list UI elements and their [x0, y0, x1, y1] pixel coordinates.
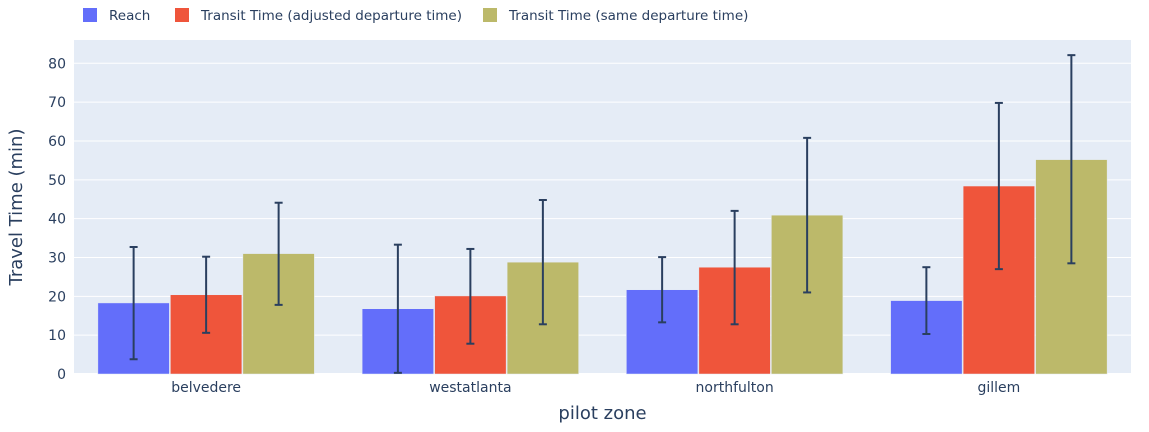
y-tick-label: 30 — [48, 250, 66, 266]
x-tick-label: westatlanta — [429, 380, 511, 396]
y-tick-label: 80 — [48, 56, 66, 72]
legend-label: Transit Time (adjusted departure time) — [200, 8, 462, 24]
legend-label: Transit Time (same departure time) — [508, 8, 748, 24]
legend-swatch — [175, 8, 189, 22]
legend-swatch — [483, 8, 497, 22]
x-tick-label: gillem — [977, 380, 1020, 396]
y-axis-ticks: 0 10 20 30 40 50 60 70 80 — [48, 56, 66, 383]
y-tick-label: 60 — [48, 134, 66, 150]
legend: Reach Transit Time (adjusted departure ti… — [83, 8, 748, 24]
x-tick-label: northfulton — [696, 380, 774, 396]
y-tick-label: 40 — [48, 212, 66, 228]
x-axis-title: pilot zone — [558, 403, 646, 424]
legend-swatch — [83, 8, 97, 22]
y-tick-label: 70 — [48, 95, 66, 111]
x-axis-ticks: belvedere westatlanta northfulton gillem — [171, 380, 1020, 396]
y-tick-label: 0 — [57, 367, 66, 383]
y-tick-label: 20 — [48, 289, 66, 305]
y-tick-label: 10 — [48, 328, 66, 344]
legend-label: Reach — [109, 8, 150, 24]
y-tick-label: 50 — [48, 173, 66, 189]
x-tick-label: belvedere — [171, 380, 241, 396]
error-bars — [129, 54, 1076, 374]
y-axis-title: Travel Time (min) — [6, 129, 27, 287]
